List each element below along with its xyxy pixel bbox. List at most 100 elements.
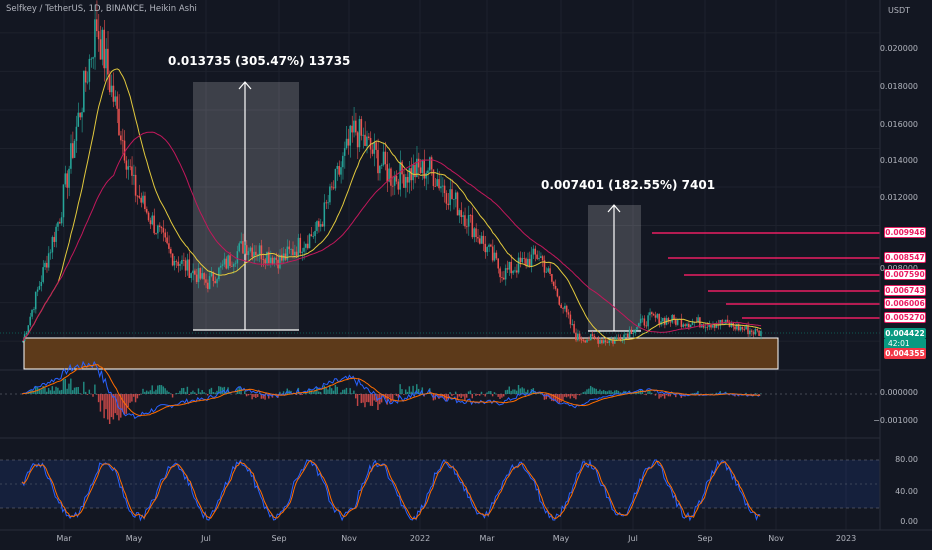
macd-histogram-bar: [517, 385, 520, 394]
candle-body: [654, 315, 657, 318]
macd-histogram-bar: [608, 390, 610, 394]
macd-histogram-bar: [310, 390, 313, 394]
macd-histogram-bar: [332, 390, 335, 394]
candle-body: [647, 315, 649, 327]
macd-histogram-bar: [589, 385, 592, 394]
macd-histogram-bar: [475, 394, 477, 396]
candle-body: [70, 143, 72, 169]
macd-histogram-bar: [66, 388, 68, 394]
level-badge: 0.006006: [884, 298, 926, 309]
candle-body: [366, 136, 368, 146]
candle-body: [242, 241, 244, 254]
macd-histogram-bar: [171, 394, 174, 398]
candle-body: [68, 168, 70, 188]
candle-body: [469, 215, 472, 216]
candle-body: [490, 244, 492, 247]
macd-histogram-bar: [549, 394, 551, 399]
macd-histogram-bar: [158, 384, 161, 394]
candle-body: [610, 340, 612, 342]
macd-histogram-bar: [94, 384, 96, 394]
candle-body: [608, 340, 610, 343]
macd-histogram-bar: [214, 392, 216, 394]
macd-histogram-bar: [190, 392, 192, 394]
macd-histogram-bar: [597, 390, 599, 394]
candle-body: [501, 277, 503, 278]
candle-body: [523, 258, 525, 259]
candle-body: [760, 331, 762, 336]
symbol-title[interactable]: Selfkey / TetherUS, 1D, BINANCE, Heikin …: [6, 4, 197, 14]
candle-body: [36, 289, 39, 292]
candle-body: [725, 319, 727, 324]
candle-body: [158, 225, 161, 227]
macd-histogram-bar: [647, 391, 649, 394]
candle-body: [604, 340, 607, 343]
stoch-pane: [0, 459, 880, 522]
macd-histogram-bar: [160, 385, 163, 394]
candle-body: [567, 312, 570, 315]
candle-body: [286, 246, 289, 260]
x-tick-label: Nov: [341, 534, 357, 543]
candle-body: [299, 237, 302, 253]
candle-body: [34, 291, 37, 310]
macd-histogram-bar: [497, 394, 499, 397]
macd-histogram-bar: [392, 394, 394, 400]
macd-histogram-bar: [658, 394, 660, 399]
resistance-levels: [652, 232, 880, 319]
candle-body: [92, 57, 94, 59]
macd-histogram-bar: [412, 385, 414, 394]
candle-body: [503, 277, 505, 280]
macd-histogram-bar: [53, 390, 55, 394]
candle-body: [295, 251, 298, 256]
x-tick-label: Mar: [56, 534, 72, 543]
candle-body: [253, 251, 255, 258]
candle-body: [145, 209, 148, 213]
candle-body: [231, 265, 233, 267]
candle-body: [201, 273, 203, 279]
candle-body: [31, 309, 33, 317]
macd-histogram-bar: [177, 393, 179, 394]
macd-histogram-bar: [493, 392, 496, 394]
macd-histogram-bar: [247, 394, 250, 396]
macd-histogram-bar: [108, 394, 111, 424]
candle-body: [508, 261, 511, 270]
candle-body: [580, 339, 583, 341]
y-tick-label: 0.012000: [879, 193, 918, 202]
candle-body: [441, 185, 444, 187]
candle-body: [55, 226, 57, 242]
macd-histogram-bar: [417, 388, 420, 394]
macd-histogram-bar: [599, 389, 601, 394]
candle-body: [199, 268, 202, 279]
candle-body: [134, 174, 137, 196]
candle-body: [120, 135, 122, 141]
candle-body: [686, 323, 688, 327]
candle-body: [634, 329, 636, 334]
macd-histogram-bar: [362, 394, 364, 403]
candle-body: [564, 305, 566, 309]
candle-body: [536, 254, 538, 259]
measure-box-2: [588, 204, 641, 332]
macd-histogram-bar: [325, 387, 327, 394]
candle-body: [427, 170, 429, 174]
macd-histogram-bar: [377, 394, 379, 410]
candle-body: [101, 29, 104, 60]
macd-histogram-bar: [355, 394, 357, 399]
candle-body: [412, 164, 414, 181]
candle-body: [491, 246, 494, 261]
macd-histogram-bar: [114, 394, 116, 414]
level-badge: 0.007590: [884, 269, 926, 280]
candle-body: [195, 274, 198, 283]
macd-histogram-bar: [101, 394, 103, 401]
currency-label[interactable]: USDT: [888, 6, 910, 15]
candle-body: [129, 166, 131, 168]
macd-histogram-bar: [314, 389, 316, 394]
candle-body: [710, 324, 712, 328]
macd-histogram-bar: [40, 389, 42, 394]
macd-histogram-bar: [369, 394, 372, 406]
macd-histogram-bar: [79, 393, 81, 394]
macd-histogram-bar: [593, 388, 596, 394]
macd-histogram-bar: [68, 383, 70, 394]
candle-body: [556, 288, 559, 297]
macd-histogram-bar: [460, 394, 462, 399]
candle-body: [443, 185, 446, 194]
